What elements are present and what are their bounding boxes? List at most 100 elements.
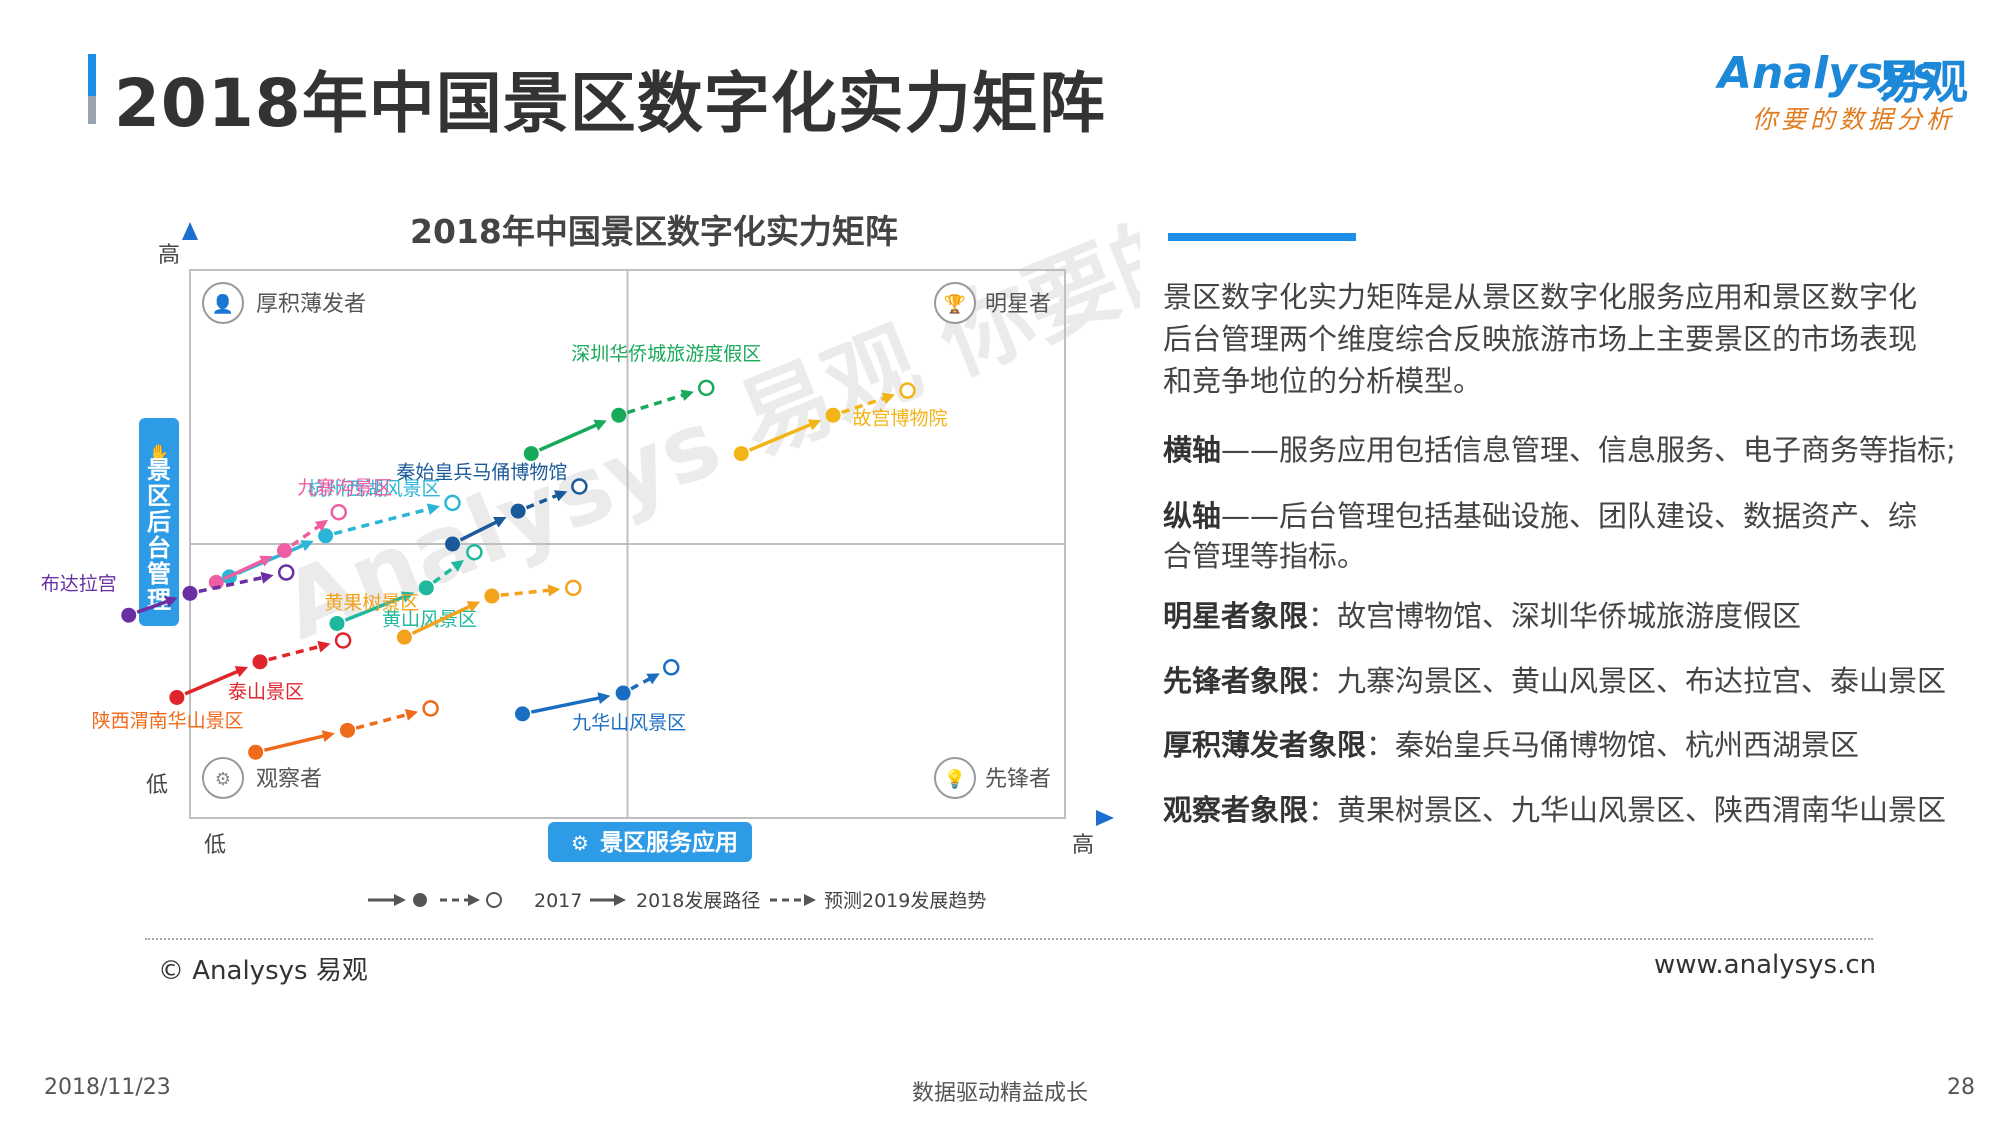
person-icon: [202, 282, 244, 324]
rule-key: 厚积薄发者象限: [1163, 728, 1367, 762]
path-2018-arrow-icon: [321, 730, 335, 742]
hand-coin-icon: ✋: [149, 443, 169, 462]
lightbulb-icon-glyph: 💡: [944, 768, 966, 790]
point-2018: [252, 654, 268, 670]
point-2019-forecast: [899, 382, 916, 399]
path-2018: [136, 598, 171, 614]
point-2018: [340, 722, 355, 738]
point-2018: [277, 543, 292, 559]
path-2018: [538, 422, 601, 452]
path-2018: [459, 518, 501, 542]
point-2019-forecast: [334, 632, 352, 649]
path-2019: [333, 506, 433, 536]
matrix-chart: Analysys 易观 你要的数据分析 高 低 低 高 ✋ 景区后台管理 ⚙ 景…: [41, 55, 1140, 912]
point-2017: [515, 706, 530, 722]
series-label: 杭州西湖风景区: [307, 478, 440, 500]
page-title: 2018年中国景区数字化实力矩阵: [114, 65, 1106, 142]
point-2019-forecast: [466, 543, 483, 561]
point-2018: [484, 588, 500, 604]
logo-chinese: 易观: [1876, 55, 1968, 109]
x-low-label: 低: [204, 833, 226, 858]
quadrant-rule: 先锋者象限：九寨沟景区、黄山风景区、布达拉宫、泰山景区: [1163, 661, 1946, 701]
y-axis-label-badge: ✋ 景区后台管理: [139, 418, 179, 626]
path-2019-arrow-icon: [881, 392, 896, 405]
rule-text: ：故宫博物馆、深圳华侨城旅游度假区: [1308, 599, 1802, 633]
y-high-label: 高: [158, 243, 180, 268]
point-2017: [396, 629, 412, 645]
website-link[interactable]: www.analysys.cn: [1654, 950, 1877, 980]
path-2018-arrow-icon: [300, 540, 314, 552]
path-2018-arrow-icon: [597, 692, 611, 704]
path-2018-arrow-icon: [593, 419, 607, 431]
gears-icon: ⚙: [571, 831, 589, 855]
y-low-label: 低: [146, 773, 168, 798]
series-10: 九华山风景区: [515, 659, 686, 734]
path-2018-arrow-icon: [400, 591, 415, 603]
series-label: 陕西渭南华山景区: [92, 710, 244, 732]
trophy-icon-glyph: 🏆: [944, 293, 966, 315]
legend-solid-dot: [413, 893, 427, 907]
quadrant-rule: 横轴——服务应用包括信息管理、信息服务、电子商务等指标;: [1163, 430, 1956, 470]
path-2019-arrow-icon: [426, 503, 440, 515]
legend-arrow-icon: [394, 894, 406, 906]
series-label: 秦始皇兵马俑博物馆: [396, 461, 567, 483]
logo-tagline: 你要的数据分析: [1752, 105, 1956, 134]
series-label: 故宫博物院: [852, 408, 947, 430]
path-2018: [411, 603, 474, 635]
path-2019: [290, 522, 323, 547]
series-label: 泰山景区: [228, 681, 304, 703]
path-2018: [184, 668, 242, 696]
path-2019: [198, 575, 267, 594]
path-2019-arrow-icon: [646, 673, 660, 685]
logo-wordmark: Analysys: [1718, 48, 1938, 99]
path-2019: [355, 712, 411, 730]
point-2019-forecast: [444, 494, 461, 512]
series-label: 九寨沟景区: [297, 477, 392, 499]
series-2: 故宫博物院: [733, 382, 948, 462]
quadrant-bottom-right: 💡 先锋者: [934, 757, 1051, 799]
legend-hollow-dot: [486, 892, 502, 908]
point-2018: [825, 407, 841, 423]
point-2017: [445, 536, 460, 552]
point-2019-forecast: [698, 379, 715, 397]
path-2018: [263, 733, 328, 752]
path-2019-arrow-icon: [404, 708, 419, 721]
point-2017: [523, 446, 539, 462]
rule-key: 观察者象限: [1163, 793, 1309, 827]
lightbulb-icon: [934, 757, 976, 799]
rule-text: ——后台管理包括基础设施、团队建设、数据资产、综合管理等指标。: [1163, 499, 1918, 573]
x-axis-arrow-icon: [1096, 810, 1114, 826]
path-2019: [525, 492, 561, 510]
series-label: 黄果树景区: [324, 592, 419, 614]
slogan: 数据驱动精益成长: [912, 1081, 1089, 1106]
quadrant-rule: 厚积薄发者象限：秦始皇兵马俑博物馆、杭州西湖景区: [1163, 725, 1923, 765]
path-2018-arrow-icon: [807, 419, 822, 431]
path-2018: [223, 557, 267, 581]
series-4: 杭州西湖风景区: [221, 478, 461, 585]
path-2019: [630, 675, 654, 691]
quadrant-rule: 明星者象限：故宫博物馆、深圳华侨城旅游度假区: [1163, 596, 1923, 636]
legend-forecast-arrow-icon: [804, 894, 816, 906]
gear-icon: [202, 757, 244, 799]
chart-title: 2018年中国景区数字化实力矩阵: [410, 212, 898, 251]
legend-path-label: 2018发展路径: [636, 890, 760, 912]
rule-text: ：黄果树景区、九华山风景区、陕西渭南华山景区: [1308, 793, 1947, 827]
path-2018: [748, 421, 815, 452]
rule-text: ：秦始皇兵马俑博物馆、杭州西湖景区: [1366, 728, 1860, 762]
path-2019: [432, 563, 459, 584]
legend-forecast-label: 预测2019发展趋势: [824, 890, 986, 912]
path-2018-arrow-icon: [466, 601, 481, 613]
series-11: 泰山景区: [169, 632, 352, 705]
point-2018: [510, 503, 526, 519]
point-2017: [733, 446, 749, 462]
quadrant-label: 明星者: [985, 292, 1051, 317]
rule-key: 明星者象限: [1163, 599, 1309, 633]
quadrant-top-left: 👤 厚积薄发者: [202, 282, 366, 324]
rule-text: ：九寨沟景区、黄山风景区、布达拉宫、泰山景区: [1308, 664, 1947, 698]
point-2018: [615, 685, 631, 701]
quadrant-bottom-left: ⚙ 观察者: [202, 757, 322, 799]
section-accent-rule: [1168, 233, 1356, 241]
point-2018: [182, 585, 198, 601]
path-2019-arrow-icon: [314, 519, 329, 532]
legend-2017: 2017: [534, 890, 582, 912]
